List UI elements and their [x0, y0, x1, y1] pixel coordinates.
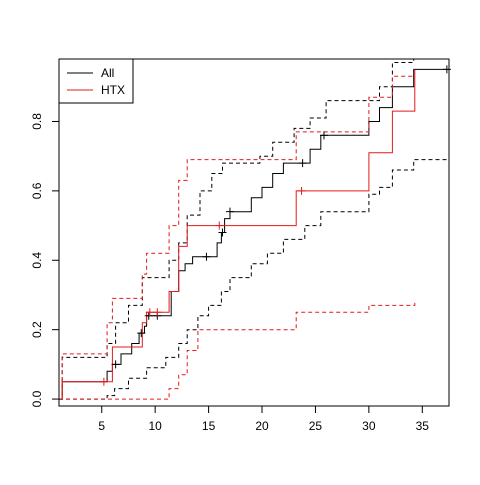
- y-tick-label-0: 0.0: [30, 390, 44, 407]
- series-line-band-2-ci: [59, 159, 449, 400]
- censor-mark-all-0-0: [111, 360, 120, 369]
- x-tick-label-5: 5: [98, 419, 105, 433]
- censor-marks-layer: [99, 65, 451, 386]
- censor-mark-htx-3-2: [153, 308, 162, 317]
- censor-mark-all-0-1: [137, 329, 146, 338]
- y-tick-label-1: 0.2: [30, 321, 44, 338]
- series-line-band-5-ci: [59, 301, 416, 400]
- legend: All HTX: [58, 58, 134, 104]
- censor-mark-all-0-5: [218, 228, 227, 237]
- y-tick-label-3: 0.6: [30, 182, 44, 199]
- x-tick-label-35: 35: [416, 419, 430, 433]
- series-line-htx-3: [59, 69, 416, 400]
- x-tick-label-20: 20: [255, 419, 269, 433]
- legend-label-htx: HTX: [101, 83, 125, 97]
- censor-mark-htx-3-1: [145, 308, 154, 317]
- series-line-all-0: [59, 68, 449, 400]
- censor-mark-all-0-9: [442, 65, 451, 74]
- censor-mark-htx-3-4: [297, 186, 306, 195]
- censor-mark-all-0-6: [225, 207, 234, 216]
- censor-mark-all-0-2: [144, 311, 153, 320]
- x-tick-label-30: 30: [362, 419, 376, 433]
- series-line-band-4-ci: [59, 75, 415, 400]
- censor-mark-all-0-8: [319, 131, 328, 140]
- x-tick-label-10: 10: [148, 419, 162, 433]
- y-tick-label-2: 0.4: [30, 252, 44, 269]
- censor-mark-all-0-7: [298, 159, 307, 168]
- axes-layer: 5 10 15 20 25 30 35 0.0 0.2 0.4 0.6 0.8: [30, 58, 450, 433]
- censor-mark-all-0-4: [202, 252, 211, 261]
- x-tick-label-25: 25: [309, 419, 323, 433]
- series-layer: [59, 58, 449, 400]
- censor-mark-htx-3-0: [99, 377, 108, 386]
- censor-mark-htx-3-3: [215, 221, 224, 230]
- x-tick-label-15: 15: [202, 419, 216, 433]
- y-tick-label-4: 0.8: [30, 113, 44, 130]
- legend-box: [58, 58, 134, 104]
- legend-label-all: All: [101, 66, 114, 80]
